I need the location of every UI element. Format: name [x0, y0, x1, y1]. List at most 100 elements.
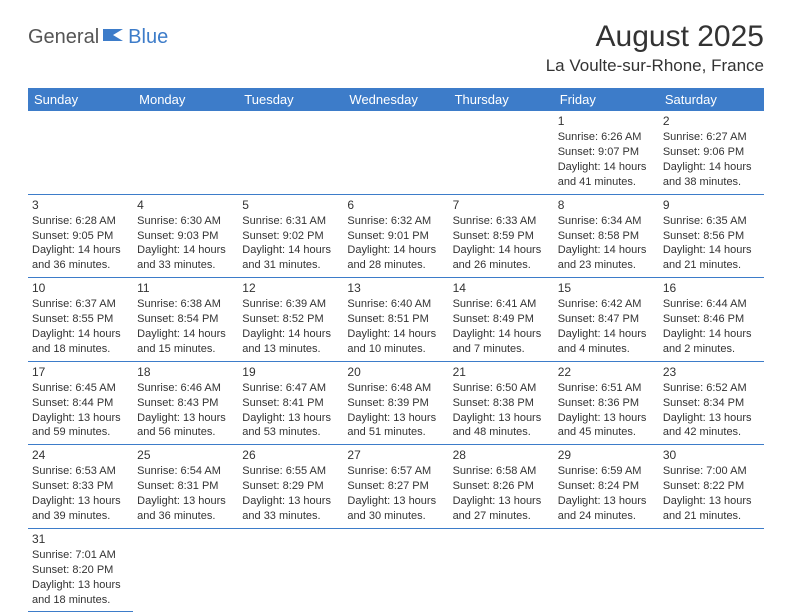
day-number: 27 [347, 447, 444, 463]
day-info: Sunrise: 6:37 AMSunset: 8:55 PMDaylight:… [32, 297, 129, 356]
month-title: August 2025 [546, 20, 764, 54]
title-block: August 2025 La Voulte-sur-Rhone, France [546, 20, 764, 76]
calendar-empty-cell [554, 528, 659, 612]
weekday-header: Thursday [449, 88, 554, 111]
calendar-week-row: 24Sunrise: 6:53 AMSunset: 8:33 PMDayligh… [28, 445, 764, 529]
calendar-day-cell: 16Sunrise: 6:44 AMSunset: 8:46 PMDayligh… [659, 278, 764, 362]
calendar-empty-cell [343, 111, 448, 194]
day-number: 20 [347, 364, 444, 380]
calendar-day-cell: 25Sunrise: 6:54 AMSunset: 8:31 PMDayligh… [133, 445, 238, 529]
day-info: Sunrise: 6:28 AMSunset: 9:05 PMDaylight:… [32, 214, 129, 273]
day-info: Sunrise: 6:31 AMSunset: 9:02 PMDaylight:… [242, 214, 339, 273]
day-info: Sunrise: 6:26 AMSunset: 9:07 PMDaylight:… [558, 130, 655, 189]
calendar-day-cell: 5Sunrise: 6:31 AMSunset: 9:02 PMDaylight… [238, 194, 343, 278]
day-number: 5 [242, 197, 339, 213]
weekday-header: Friday [554, 88, 659, 111]
day-number: 21 [453, 364, 550, 380]
day-number: 9 [663, 197, 760, 213]
calendar-day-cell: 11Sunrise: 6:38 AMSunset: 8:54 PMDayligh… [133, 278, 238, 362]
day-info: Sunrise: 6:38 AMSunset: 8:54 PMDaylight:… [137, 297, 234, 356]
day-info: Sunrise: 6:30 AMSunset: 9:03 PMDaylight:… [137, 214, 234, 273]
calendar-day-cell: 26Sunrise: 6:55 AMSunset: 8:29 PMDayligh… [238, 445, 343, 529]
calendar-day-cell: 24Sunrise: 6:53 AMSunset: 8:33 PMDayligh… [28, 445, 133, 529]
day-number: 4 [137, 197, 234, 213]
day-info: Sunrise: 6:27 AMSunset: 9:06 PMDaylight:… [663, 130, 760, 189]
calendar-day-cell: 14Sunrise: 6:41 AMSunset: 8:49 PMDayligh… [449, 278, 554, 362]
calendar-empty-cell [133, 528, 238, 612]
calendar-week-row: 17Sunrise: 6:45 AMSunset: 8:44 PMDayligh… [28, 361, 764, 445]
day-info: Sunrise: 6:54 AMSunset: 8:31 PMDaylight:… [137, 464, 234, 523]
day-number: 18 [137, 364, 234, 380]
day-info: Sunrise: 6:59 AMSunset: 8:24 PMDaylight:… [558, 464, 655, 523]
day-number: 13 [347, 280, 444, 296]
day-info: Sunrise: 6:55 AMSunset: 8:29 PMDaylight:… [242, 464, 339, 523]
calendar-week-row: 10Sunrise: 6:37 AMSunset: 8:55 PMDayligh… [28, 278, 764, 362]
calendar-day-cell: 15Sunrise: 6:42 AMSunset: 8:47 PMDayligh… [554, 278, 659, 362]
day-info: Sunrise: 6:40 AMSunset: 8:51 PMDaylight:… [347, 297, 444, 356]
day-info: Sunrise: 6:44 AMSunset: 8:46 PMDaylight:… [663, 297, 760, 356]
calendar-day-cell: 6Sunrise: 6:32 AMSunset: 9:01 PMDaylight… [343, 194, 448, 278]
day-info: Sunrise: 6:50 AMSunset: 8:38 PMDaylight:… [453, 381, 550, 440]
calendar-day-cell: 2Sunrise: 6:27 AMSunset: 9:06 PMDaylight… [659, 111, 764, 194]
day-number: 29 [558, 447, 655, 463]
calendar-week-row: 31Sunrise: 7:01 AMSunset: 8:20 PMDayligh… [28, 528, 764, 612]
calendar-empty-cell [28, 111, 133, 194]
header: General Blue August 2025 La Voulte-sur-R… [28, 20, 764, 76]
calendar-day-cell: 9Sunrise: 6:35 AMSunset: 8:56 PMDaylight… [659, 194, 764, 278]
day-info: Sunrise: 7:00 AMSunset: 8:22 PMDaylight:… [663, 464, 760, 523]
day-number: 16 [663, 280, 760, 296]
day-number: 22 [558, 364, 655, 380]
calendar-day-cell: 17Sunrise: 6:45 AMSunset: 8:44 PMDayligh… [28, 361, 133, 445]
logo: General Blue [28, 26, 168, 49]
calendar-day-cell: 18Sunrise: 6:46 AMSunset: 8:43 PMDayligh… [133, 361, 238, 445]
day-info: Sunrise: 6:34 AMSunset: 8:58 PMDaylight:… [558, 214, 655, 273]
calendar-week-row: 1Sunrise: 6:26 AMSunset: 9:07 PMDaylight… [28, 111, 764, 194]
calendar-day-cell: 22Sunrise: 6:51 AMSunset: 8:36 PMDayligh… [554, 361, 659, 445]
day-number: 8 [558, 197, 655, 213]
weekday-header-row: SundayMondayTuesdayWednesdayThursdayFrid… [28, 88, 764, 111]
calendar-day-cell: 27Sunrise: 6:57 AMSunset: 8:27 PMDayligh… [343, 445, 448, 529]
calendar-day-cell: 3Sunrise: 6:28 AMSunset: 9:05 PMDaylight… [28, 194, 133, 278]
logo-text-blue: Blue [128, 26, 168, 49]
calendar-empty-cell [343, 528, 448, 612]
day-number: 30 [663, 447, 760, 463]
calendar-day-cell: 30Sunrise: 7:00 AMSunset: 8:22 PMDayligh… [659, 445, 764, 529]
day-info: Sunrise: 6:58 AMSunset: 8:26 PMDaylight:… [453, 464, 550, 523]
calendar-empty-cell [238, 528, 343, 612]
day-info: Sunrise: 6:57 AMSunset: 8:27 PMDaylight:… [347, 464, 444, 523]
day-number: 6 [347, 197, 444, 213]
calendar-empty-cell [449, 528, 554, 612]
day-info: Sunrise: 7:01 AMSunset: 8:20 PMDaylight:… [32, 548, 129, 607]
day-info: Sunrise: 6:47 AMSunset: 8:41 PMDaylight:… [242, 381, 339, 440]
day-info: Sunrise: 6:42 AMSunset: 8:47 PMDaylight:… [558, 297, 655, 356]
calendar-week-row: 3Sunrise: 6:28 AMSunset: 9:05 PMDaylight… [28, 194, 764, 278]
weekday-header: Wednesday [343, 88, 448, 111]
day-number: 19 [242, 364, 339, 380]
calendar-day-cell: 4Sunrise: 6:30 AMSunset: 9:03 PMDaylight… [133, 194, 238, 278]
day-info: Sunrise: 6:48 AMSunset: 8:39 PMDaylight:… [347, 381, 444, 440]
day-info: Sunrise: 6:39 AMSunset: 8:52 PMDaylight:… [242, 297, 339, 356]
day-number: 24 [32, 447, 129, 463]
day-number: 11 [137, 280, 234, 296]
calendar-table: SundayMondayTuesdayWednesdayThursdayFrid… [28, 88, 764, 612]
calendar-day-cell: 29Sunrise: 6:59 AMSunset: 8:24 PMDayligh… [554, 445, 659, 529]
calendar-empty-cell [133, 111, 238, 194]
flag-icon [103, 27, 125, 48]
location-text: La Voulte-sur-Rhone, France [546, 56, 764, 76]
day-number: 25 [137, 447, 234, 463]
logo-text-general: General [28, 26, 99, 49]
calendar-empty-cell [238, 111, 343, 194]
day-info: Sunrise: 6:32 AMSunset: 9:01 PMDaylight:… [347, 214, 444, 273]
calendar-day-cell: 1Sunrise: 6:26 AMSunset: 9:07 PMDaylight… [554, 111, 659, 194]
day-number: 17 [32, 364, 129, 380]
calendar-day-cell: 10Sunrise: 6:37 AMSunset: 8:55 PMDayligh… [28, 278, 133, 362]
weekday-header: Saturday [659, 88, 764, 111]
day-number: 31 [32, 531, 129, 547]
day-info: Sunrise: 6:33 AMSunset: 8:59 PMDaylight:… [453, 214, 550, 273]
calendar-day-cell: 8Sunrise: 6:34 AMSunset: 8:58 PMDaylight… [554, 194, 659, 278]
calendar-day-cell: 20Sunrise: 6:48 AMSunset: 8:39 PMDayligh… [343, 361, 448, 445]
calendar-empty-cell [659, 528, 764, 612]
calendar-day-cell: 12Sunrise: 6:39 AMSunset: 8:52 PMDayligh… [238, 278, 343, 362]
weekday-header: Tuesday [238, 88, 343, 111]
day-info: Sunrise: 6:51 AMSunset: 8:36 PMDaylight:… [558, 381, 655, 440]
